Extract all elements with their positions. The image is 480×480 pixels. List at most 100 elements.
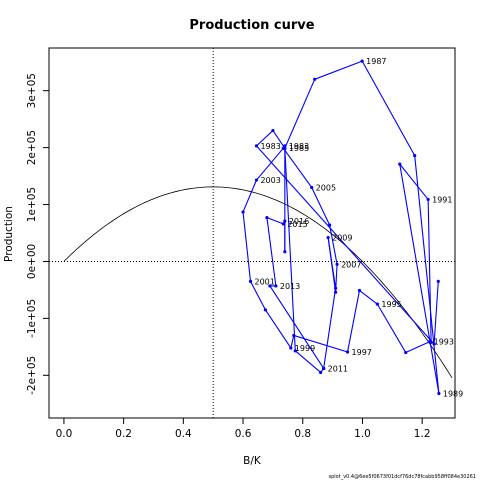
point-label-2001: 2001 <box>255 277 275 286</box>
y-tick-label: 3e+05 <box>26 73 38 108</box>
point-label-1989: 1989 <box>443 390 463 399</box>
x-tick-label: 0.2 <box>115 428 132 440</box>
data-point-1990 <box>398 162 402 166</box>
data-point-1993 <box>428 340 432 344</box>
data-point-1999 <box>289 346 293 350</box>
trajectory-segment <box>256 145 435 345</box>
y-tick-label: 1e+05 <box>26 187 38 222</box>
x-tick-label: 0.6 <box>235 428 252 440</box>
data-point-2002 <box>241 210 245 214</box>
trajectory-segment <box>256 147 284 181</box>
y-tick-label: -1e+05 <box>26 299 38 338</box>
data-point-1983 <box>254 144 259 148</box>
data-point-2010 <box>333 286 338 290</box>
point-label-1999: 1999 <box>295 344 315 353</box>
data-point-2019 <box>283 147 287 151</box>
production-curve-line <box>63 186 453 379</box>
data-point-2009 <box>326 235 330 240</box>
trajectory-segment <box>264 309 292 349</box>
point-label-2015: 2015 <box>287 220 307 229</box>
point-label-1995: 1995 <box>381 300 401 309</box>
data-point-1988 <box>413 153 417 158</box>
trajectory-segment <box>329 224 338 265</box>
data-point-2021 <box>319 370 323 375</box>
x-axis-label: B/K <box>243 455 262 467</box>
data-point-2007 <box>335 262 339 266</box>
data-point-2016 <box>283 219 287 223</box>
data-point-2006 <box>328 223 332 227</box>
trajectory-segment <box>359 290 378 305</box>
point-label-1987: 1987 <box>366 57 386 66</box>
data-point-1989 <box>437 391 441 396</box>
point-label-1997: 1997 <box>352 348 372 357</box>
trajectory-segment <box>399 163 429 200</box>
point-label-2016: 2016 <box>289 217 309 226</box>
point-label-2003: 2003 <box>260 176 280 185</box>
data-point-2015 <box>281 222 285 226</box>
data-point-2022 <box>322 366 326 371</box>
point-label-2007: 2007 <box>341 260 361 269</box>
point-label-1985: 1985 <box>289 144 309 153</box>
trajectory-segment <box>293 334 348 353</box>
trajectory-segment <box>269 285 325 369</box>
trajectory-segment <box>314 60 363 80</box>
trajectory-segment <box>284 79 316 149</box>
trajectory-segment <box>272 130 286 149</box>
trajectory-series <box>241 59 441 396</box>
trajectory-segment <box>399 164 440 394</box>
trajectory-segment <box>282 147 313 188</box>
data-point-1996 <box>357 288 362 293</box>
data-point-1995 <box>375 302 379 306</box>
trajectory-segment <box>266 217 284 225</box>
data-point-2017 <box>283 250 287 254</box>
point-label-2005: 2005 <box>316 183 336 192</box>
y-tick-label: 2e+05 <box>26 130 38 165</box>
production-curve <box>63 186 453 379</box>
point-label-1993: 1993 <box>434 338 454 347</box>
chart-title: Production curve <box>189 18 314 33</box>
data-point-1982 <box>432 342 436 346</box>
trajectory-segment <box>290 335 295 349</box>
trajectory-segment <box>376 303 407 353</box>
x-tick-label: 0.4 <box>175 428 192 440</box>
trajectory-segment <box>433 281 439 345</box>
data-point-2013 <box>274 284 278 288</box>
trajectory-segment <box>346 290 361 353</box>
data-point-1994 <box>404 350 408 355</box>
trajectory-segment <box>327 237 337 289</box>
data-point-2018 <box>283 144 287 148</box>
point-label-2018: 1983 <box>289 142 309 151</box>
data-point-2005 <box>310 185 314 190</box>
trajectory-segment <box>242 179 257 213</box>
data-point-2014 <box>265 216 269 220</box>
point-label-2013: 2013 <box>280 282 300 291</box>
trajectory-segment <box>323 288 337 369</box>
trajectory-segment <box>414 155 440 394</box>
trajectory-segment <box>427 199 432 343</box>
data-point-2020 <box>293 349 297 353</box>
footnote: splot_v0.4@6ee5f0673f01dcf76dc78fcabb958… <box>329 474 477 480</box>
y-axis-label: Production <box>3 206 15 262</box>
trajectory-segment <box>294 350 322 373</box>
point-label-2009: 2009 <box>332 234 352 243</box>
trajectory-segment <box>405 341 430 354</box>
point-labels: 1983 198519871989199119931995199719992001… <box>255 57 464 398</box>
point-label-1983: 1983 <box>260 142 280 151</box>
trajectory-segment <box>361 60 416 156</box>
trajectory-segment <box>311 187 331 226</box>
x-tick-label: 1.0 <box>354 428 371 440</box>
trajectory-segment <box>242 211 252 282</box>
point-label-1991: 1991 <box>432 195 452 204</box>
x-tick-label: 1.2 <box>414 428 431 440</box>
y-tick-label: -2e+05 <box>26 356 38 395</box>
x-tick-label: 0.8 <box>294 428 311 440</box>
data-point-1981 <box>436 279 440 283</box>
data-point-1986 <box>313 77 317 81</box>
data-point-2001 <box>248 279 253 283</box>
trajectory-segment <box>266 217 277 287</box>
axes: 0.0 0.2 0.4 0.6 0.8 1.0 1.2 -2e+05 -1e+05 0e+00 1e… <box>26 47 456 440</box>
data-point-1997 <box>345 350 350 354</box>
data-point-2003 <box>254 178 259 182</box>
y-tick-label: 0e+00 <box>26 244 38 279</box>
